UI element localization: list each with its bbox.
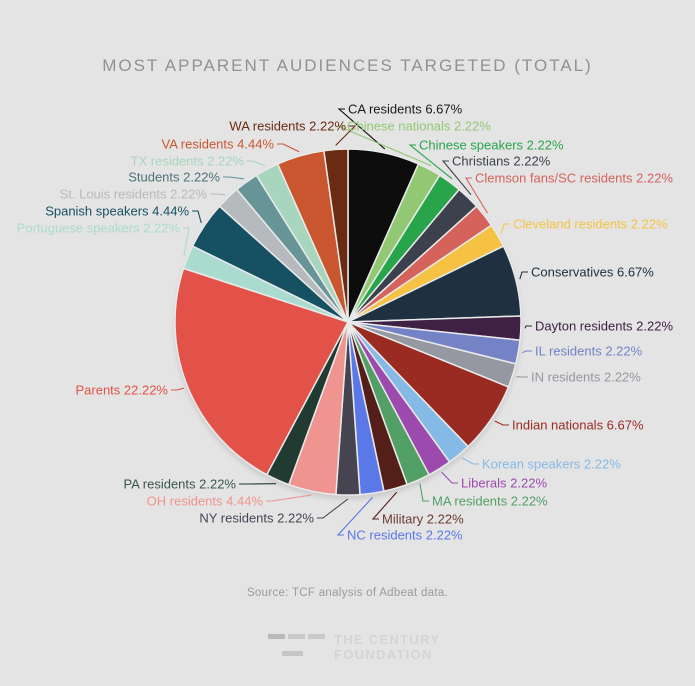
slice-labels: CA residents 6.67% Chinese nationals 2.22… — [17, 102, 674, 543]
slice-label-st-louis-residents: St. Louis residents 2.22% — [60, 187, 208, 202]
slice-label-liberals: Liberals 2.22% — [461, 476, 547, 491]
label-leader-parents — [171, 387, 185, 391]
tcf-logo-mark-icon — [268, 632, 325, 662]
slice-label-va-residents: VA residents 4.44% — [162, 137, 275, 152]
label-leader-tx-residents — [247, 160, 266, 167]
slice-label-chinese-speakers: Chinese speakers 2.22% — [419, 138, 564, 153]
label-leader-ny-residents — [317, 498, 349, 519]
chart-title: MOST APPARENT AUDIENCES TARGETED (TOTAL) — [102, 56, 593, 75]
slice-label-christians: Christians 2.22% — [452, 154, 551, 169]
slice-label-wa-residents: WA residents 2.22% — [229, 119, 346, 134]
slice-label-parents: Parents 22.22% — [75, 383, 168, 398]
label-leader-ma-residents — [419, 483, 429, 502]
slice-label-in-residents: IN residents 2.22% — [531, 370, 641, 385]
slice-label-clemson-fans-sc-residents: Clemson fans/SC residents 2.22% — [475, 171, 673, 186]
slice-label-chinese-nationals: Chinese nationals 2.22% — [347, 119, 491, 134]
slice-label-cleveland-residents: Cleveland residents 2.22% — [513, 217, 668, 232]
slice-label-tx-residents: TX residents 2.22% — [131, 154, 245, 169]
label-leader-portuguese-speakers — [183, 227, 190, 256]
label-leader-chinese-nationals — [337, 125, 432, 167]
logo-dash-icon — [268, 634, 285, 639]
label-leader-wa-residents — [335, 125, 357, 146]
tcf-logo-text: THE CENTURY FOUNDATION — [334, 632, 440, 662]
logo-dash-icon — [308, 634, 325, 639]
slice-label-spanish-speakers: Spanish speakers 4.44% — [45, 204, 189, 219]
slice-label-military: Military 2.22% — [382, 512, 464, 527]
label-leader-spanish-speakers — [192, 210, 202, 224]
label-leader-students — [223, 176, 245, 180]
pie-slice-parents — [174, 267, 349, 476]
slice-label-ny-residents: NY residents 2.22% — [199, 511, 314, 526]
tcf-logo-line1: THE CENTURY — [334, 632, 441, 647]
slice-label-ca-residents: CA residents 6.67% — [348, 102, 463, 117]
label-leader-ca-residents — [337, 108, 386, 150]
label-leader-cleveland-residents — [500, 223, 510, 234]
label-leader-oh-residents — [266, 494, 312, 502]
logo-dash-icon — [282, 651, 303, 656]
label-leader-korean-speakers — [461, 457, 479, 465]
label-leader-clemson-fans-sc-residents — [465, 177, 488, 214]
tcf-logo: THE CENTURY FOUNDATION — [268, 632, 440, 662]
slice-label-korean-speakers: Korean speakers 2.22% — [482, 457, 621, 472]
slice-label-conservatives: Conservatives 6.67% — [531, 265, 654, 280]
slice-label-indian-nationals: Indian nationals 6.67% — [512, 418, 644, 433]
label-leaders — [171, 108, 532, 536]
slice-label-oh-residents: OH residents 4.44% — [147, 494, 264, 509]
label-leader-st-louis-residents — [210, 193, 226, 196]
label-leader-il-residents — [522, 350, 532, 354]
label-leader-military — [371, 491, 398, 520]
slice-label-dayton-residents: Dayton residents 2.22% — [535, 319, 673, 334]
slice-label-students: Students 2.22% — [128, 170, 220, 185]
label-leader-conservatives — [519, 271, 528, 280]
label-leader-chinese-speakers — [408, 144, 453, 180]
slice-label-il-residents: IL residents 2.22% — [535, 344, 643, 359]
slice-label-ma-residents: MA residents 2.22% — [432, 494, 548, 509]
source-note: Source: TCF analysis of Adbeat data. — [246, 587, 449, 599]
label-leader-christians — [441, 160, 472, 196]
pie-slice-wa-residents — [323, 148, 349, 323]
label-leader-liberals — [441, 471, 458, 484]
label-leader-indian-nationals — [494, 420, 509, 426]
logo-dash-icon — [288, 634, 305, 639]
label-leader-va-residents — [277, 143, 300, 153]
slice-label-nc-residents: NC residents 2.22% — [347, 528, 463, 543]
label-leader-dayton-residents — [524, 325, 532, 329]
pie-slices — [174, 148, 522, 496]
slice-label-portuguese-speakers: Portuguese speakers 2.22% — [17, 221, 181, 236]
tcf-logo-line2: FOUNDATION — [334, 647, 433, 662]
label-leader-nc-residents — [336, 496, 374, 536]
slice-label-pa-residents: PA residents 2.22% — [124, 477, 237, 492]
